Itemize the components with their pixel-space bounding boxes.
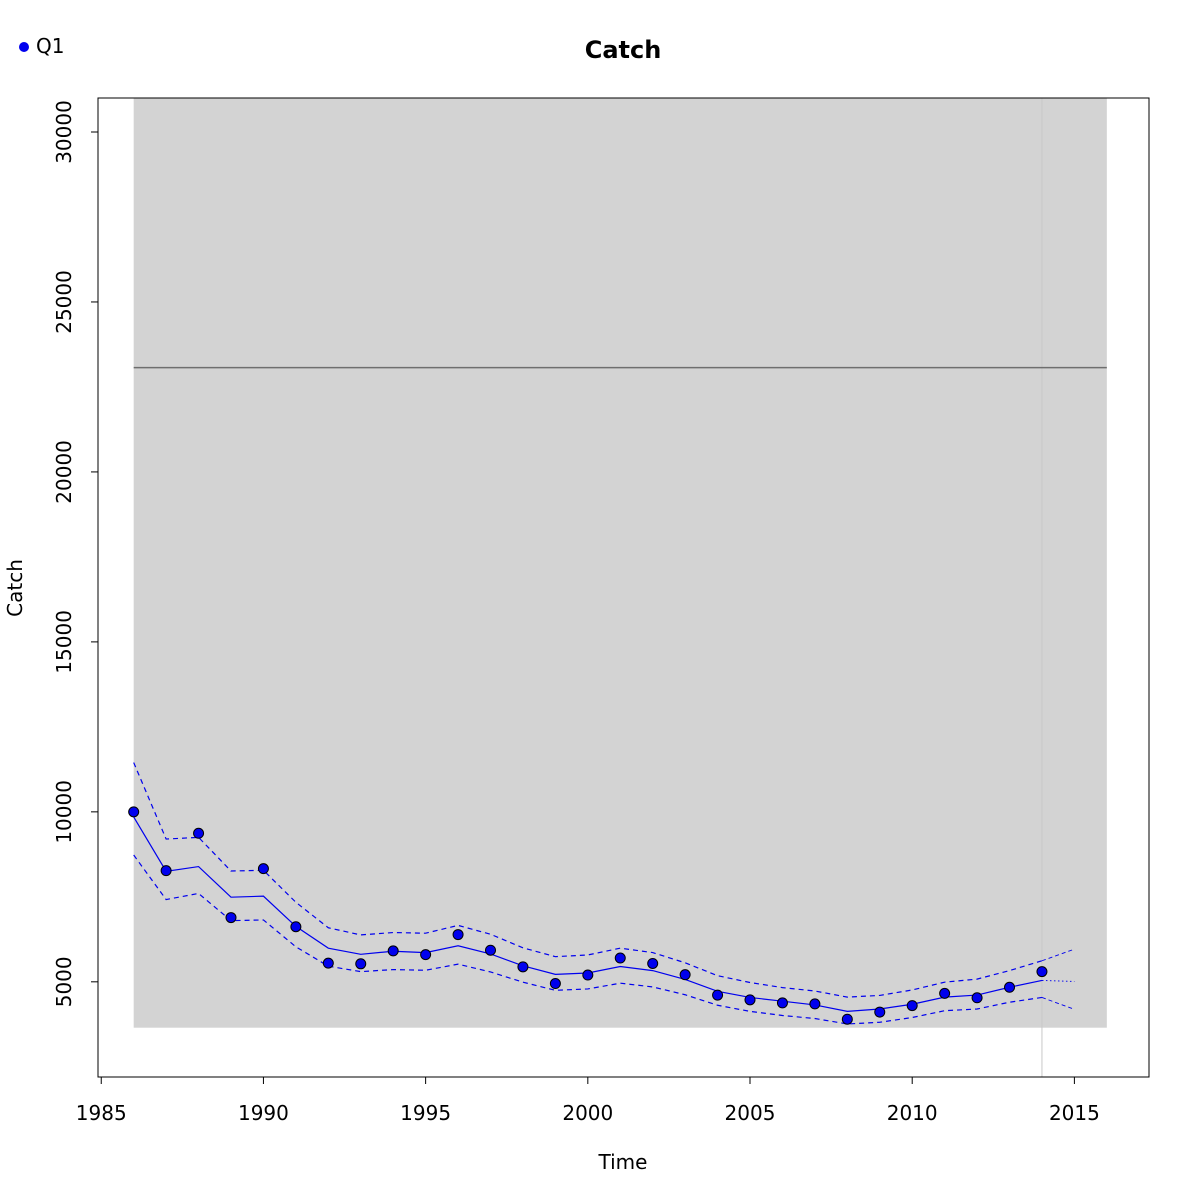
y-tick-label: 30000 xyxy=(52,100,76,164)
data-point xyxy=(452,929,464,941)
y-axis: 5000 10000 15000 20000 25000 30000 xyxy=(52,100,99,1007)
y-axis-label: Catch xyxy=(3,559,27,617)
x-tick-label: 1990 xyxy=(238,1101,289,1125)
x-tick-label: 1995 xyxy=(400,1101,451,1125)
data-point xyxy=(257,863,269,875)
legend-marker-icon xyxy=(19,42,29,52)
x-tick-label: 2005 xyxy=(725,1101,776,1125)
x-axis: 1985 1990 1995 2000 2005 2010 2015 xyxy=(76,1076,1100,1125)
y-tick-label: 15000 xyxy=(52,610,76,674)
confidence-band-line-6 xyxy=(1041,997,1075,1010)
series-points-group xyxy=(128,806,1048,1025)
confidence-band-line-3 xyxy=(133,854,1043,1025)
data-point xyxy=(712,989,724,1001)
data-point xyxy=(420,949,432,961)
data-point xyxy=(322,957,334,969)
data-point xyxy=(290,921,302,933)
data-point xyxy=(485,944,497,956)
x-tick-label: 2015 xyxy=(1049,1101,1100,1125)
shaded-region xyxy=(133,98,1107,1028)
confidence-band-line-5 xyxy=(1041,948,1075,962)
data-point xyxy=(549,978,561,990)
chart-title: Catch xyxy=(585,36,662,64)
data-point xyxy=(679,969,691,981)
data-point xyxy=(225,912,237,924)
forecast-line-4 xyxy=(1041,980,1075,982)
shaded-region-group xyxy=(133,98,1107,1028)
x-tick-label: 2000 xyxy=(562,1101,613,1125)
data-point xyxy=(744,994,756,1006)
data-point xyxy=(939,987,951,999)
data-point xyxy=(517,961,529,973)
legend-label: Q1 xyxy=(36,34,64,58)
data-point xyxy=(971,992,983,1004)
data-point xyxy=(874,1006,886,1018)
x-axis-label: Time xyxy=(598,1150,648,1174)
data-point xyxy=(193,827,205,839)
legend: Q1 xyxy=(19,34,64,58)
data-point xyxy=(776,997,788,1009)
x-tick-label: 1985 xyxy=(76,1101,127,1125)
data-point xyxy=(647,957,659,969)
y-tick-label: 20000 xyxy=(52,440,76,504)
data-point xyxy=(841,1013,853,1025)
data-point xyxy=(1004,981,1016,993)
reference-lines-group xyxy=(133,98,1107,1077)
confidence-band-line-2 xyxy=(133,762,1043,998)
data-point xyxy=(906,1000,918,1012)
y-tick-label: 5000 xyxy=(52,956,76,1007)
data-point xyxy=(160,865,172,877)
y-tick-label: 25000 xyxy=(52,270,76,334)
data-point xyxy=(355,958,367,970)
data-point xyxy=(1036,966,1048,978)
y-tick-label: 10000 xyxy=(52,780,76,844)
data-point xyxy=(809,998,821,1010)
data-point xyxy=(582,969,594,981)
x-tick-label: 2010 xyxy=(887,1101,938,1125)
data-point xyxy=(128,806,140,818)
data-point xyxy=(387,945,399,957)
data-point xyxy=(614,952,626,964)
